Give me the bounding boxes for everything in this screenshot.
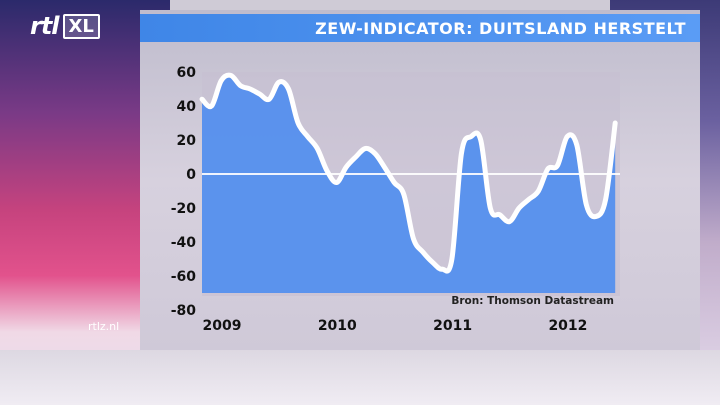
y-tick-label: 0 bbox=[186, 167, 196, 183]
source-label: Bron: Thomson Datastream bbox=[451, 295, 614, 307]
x-axis-tick-labels: 2009 2010 2011 2012 bbox=[203, 318, 588, 334]
y-tick-label: 40 bbox=[177, 99, 197, 115]
logo-sub-text: XL bbox=[62, 13, 100, 39]
y-axis-tick-labels: 60 40 20 0 -20 -40 -60 -80 bbox=[171, 65, 197, 319]
series-area-fill bbox=[202, 75, 616, 293]
y-tick-label: -20 bbox=[171, 201, 197, 217]
chart-title: ZEW-INDICATOR: DUITSLAND HERSTELT bbox=[315, 18, 686, 38]
bottom-strip bbox=[0, 350, 720, 405]
y-tick-label: -60 bbox=[171, 269, 197, 285]
y-tick-label: -80 bbox=[171, 303, 197, 319]
rtl-xl-logo: rtl XL bbox=[30, 10, 125, 42]
title-bar: ZEW-INDICATOR: DUITSLAND HERSTELT bbox=[140, 14, 700, 42]
site-url-label: rtlz.nl bbox=[88, 320, 120, 333]
logo-main-text: rtl bbox=[30, 12, 60, 40]
x-tick-label: 2011 bbox=[433, 318, 472, 334]
x-tick-label: 2009 bbox=[203, 318, 242, 334]
y-tick-label: 60 bbox=[177, 65, 197, 81]
series-line bbox=[199, 72, 618, 274]
y-tick-label: -40 bbox=[171, 235, 197, 251]
x-tick-label: 2010 bbox=[318, 318, 357, 334]
x-tick-label: 2012 bbox=[548, 318, 587, 334]
y-tick-label: 20 bbox=[177, 133, 197, 149]
